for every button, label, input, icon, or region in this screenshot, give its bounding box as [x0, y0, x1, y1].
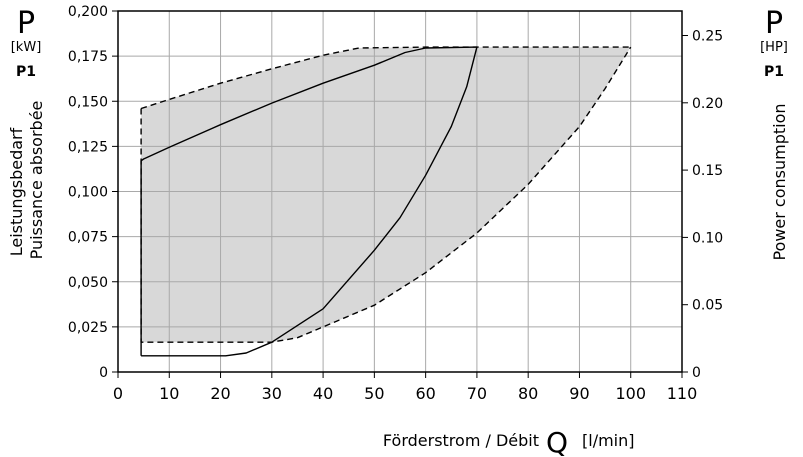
x-tick-label-9: 90: [569, 384, 589, 403]
x-axis-symbol: Q: [546, 426, 568, 457]
x-tick-label-6: 60: [415, 384, 435, 403]
series-line-1: [140, 46, 477, 356]
left-tick-label-7: 0,175: [68, 49, 108, 65]
x-tick-label-5: 50: [364, 384, 384, 403]
series-line-2: [140, 46, 631, 110]
right-tick-label-5: 0.25: [692, 29, 723, 45]
right-tick-label-1: 0.05: [692, 298, 723, 314]
left-tick-label-5: 0,125: [68, 139, 108, 155]
x-tick-label-3: 30: [262, 384, 282, 403]
x-tick-label-4: 40: [313, 384, 333, 403]
left-tick-label-0: 0: [99, 365, 108, 381]
left-axis-sub: P1: [16, 64, 36, 80]
left-axis-symbol: P: [17, 6, 35, 41]
left-tick-label-1: 0,025: [68, 320, 108, 336]
left-axis-label-line1: Leistungsbedarf: [7, 127, 26, 256]
series-line-0: [141, 46, 478, 357]
x-tick-label-11: 110: [667, 384, 698, 403]
right-axis-symbol: P: [765, 6, 783, 41]
x-axis-label: Förderstrom / Débit: [383, 431, 539, 450]
x-tick-label-8: 80: [518, 384, 538, 403]
right-tick-label-4: 0.20: [692, 96, 723, 112]
right-axis-unit: [HP]: [760, 40, 788, 55]
left-axis-label-line2: Puissance absorbée: [27, 101, 46, 260]
x-axis-unit: [l/min]: [582, 431, 635, 450]
left-tick-label-8: 0,200: [68, 4, 108, 20]
left-tick-label-4: 0,100: [68, 185, 108, 201]
x-tick-label-7: 70: [467, 384, 487, 403]
axes-layer: 0 0,025 0,050 0,075 0,100 0,125 0,150 0,175 0,20…: [68, 4, 723, 403]
right-tick-label-3: 0.15: [692, 163, 723, 179]
right-tick-label-0: 0: [692, 365, 701, 381]
right-axis-label: Power consumption: [770, 103, 789, 260]
left-tick-label-6: 0,150: [68, 94, 108, 110]
left-tick-label-3: 0,075: [68, 230, 108, 246]
series-layer: [140, 46, 632, 357]
x-tick-label-2: 20: [210, 384, 230, 403]
x-tick-label-1: 10: [159, 384, 179, 403]
right-axis-sub: P1: [764, 64, 784, 80]
shaded-envelope: [141, 47, 631, 343]
series-line-3: [140, 46, 632, 343]
left-tick-label-2: 0,050: [68, 275, 108, 291]
x-tick-label-10: 100: [615, 384, 646, 403]
x-tick-label-0: 0: [113, 384, 123, 403]
shaded-envelope-layer: [141, 47, 631, 343]
left-axis-unit: [kW]: [11, 40, 42, 55]
right-tick-label-2: 0.10: [692, 230, 723, 246]
